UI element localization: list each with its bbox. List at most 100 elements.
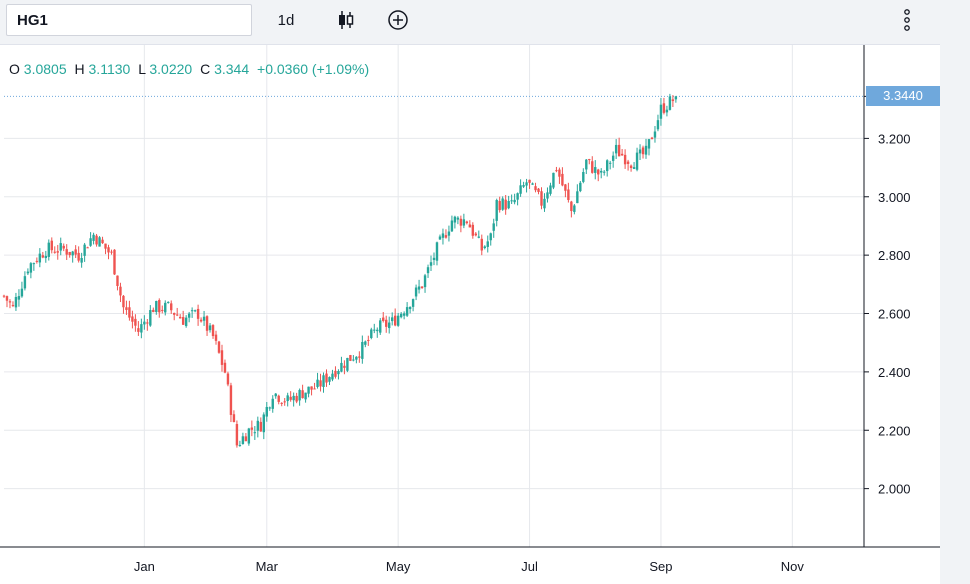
chart-type-button[interactable] (330, 4, 362, 36)
candle-body (522, 185, 525, 187)
candle-body (199, 319, 203, 322)
candle-body (614, 144, 618, 154)
candle-body (459, 218, 463, 226)
candle-body (462, 219, 466, 226)
candle-body (167, 301, 170, 303)
candle-body (405, 307, 409, 316)
toolbar: 1d (0, 0, 940, 45)
candle-body (582, 172, 585, 182)
candle-body (140, 324, 143, 333)
candle-body (301, 390, 304, 399)
candle-body (393, 315, 397, 326)
candlestick-chart[interactable]: 2.000 2.200 2.400 2.600 2.800 3.000 3.200 Jan Ma… (0, 45, 940, 584)
candle-body (665, 109, 669, 113)
add-indicator-button[interactable] (382, 4, 414, 36)
candle-body (611, 155, 615, 161)
candle-body (161, 309, 164, 311)
candle-body (450, 220, 454, 232)
candle-body (202, 316, 206, 321)
candle-body (414, 287, 418, 297)
candle-body (337, 371, 340, 375)
candle-body (26, 271, 30, 274)
more-button[interactable] (892, 4, 922, 36)
candle-body (423, 275, 427, 288)
candle-body (626, 161, 630, 164)
candle-body (429, 262, 433, 266)
candle-body (402, 313, 406, 316)
candle-body (325, 373, 328, 383)
candle-body (193, 310, 197, 312)
candle-body (597, 169, 600, 175)
candle-body (647, 139, 651, 149)
candle-body (319, 380, 322, 387)
y-tick-label: 2.200 (878, 423, 911, 438)
candle-body (286, 395, 289, 402)
candle-body (471, 224, 475, 236)
candle-body (328, 377, 331, 382)
candle-body (662, 103, 666, 113)
candle-body (486, 241, 489, 247)
candle-body (594, 167, 597, 173)
candle-body (573, 205, 576, 212)
candle-body (474, 233, 478, 236)
candle-body (379, 320, 382, 333)
legend-low-label: L (138, 61, 146, 77)
candle-body (196, 308, 200, 319)
candle-body (143, 321, 146, 325)
candle-body (110, 251, 113, 253)
candle-body (152, 309, 155, 313)
candle-body (385, 319, 388, 327)
candle-body (155, 300, 158, 312)
candle-body (334, 370, 337, 377)
candle-body (80, 257, 83, 263)
candle-body (71, 251, 74, 256)
candle-body (23, 276, 27, 289)
candle-body (265, 406, 268, 417)
candle-body (543, 198, 546, 209)
candle-body (441, 233, 445, 238)
x-tick-label: Nov (781, 559, 805, 574)
candle-body (635, 152, 639, 170)
candle-body (229, 385, 233, 415)
candle-body (184, 317, 188, 327)
candle-body (247, 428, 251, 444)
candle-body (244, 436, 248, 442)
y-tick-label: 3.000 (878, 190, 911, 205)
candle-body (2, 295, 6, 297)
candle-body (620, 153, 624, 156)
candle-body (370, 329, 373, 338)
candle-body (146, 322, 149, 324)
candle-body (113, 249, 116, 275)
candle-body (468, 224, 472, 228)
candle-body (322, 375, 325, 387)
candle-body (128, 307, 131, 318)
candle-body (238, 444, 242, 446)
candle-body (122, 295, 125, 308)
interval-button[interactable]: 1d (277, 11, 295, 29)
candle-body (340, 362, 343, 372)
candle-body (35, 260, 39, 262)
chart-area[interactable]: 2.000 2.200 2.400 2.600 2.800 3.000 3.200 Jan Ma… (0, 45, 940, 584)
candle-body (50, 240, 53, 251)
candle-body (241, 436, 245, 445)
candle-body (250, 427, 254, 430)
candle-body (638, 149, 642, 154)
legend-change-pct: (+1.09%) (311, 61, 370, 77)
candle-body (134, 318, 137, 326)
candle-body (98, 237, 101, 247)
candle-body (432, 257, 436, 261)
candle-body (292, 395, 295, 401)
symbol-input[interactable] (6, 4, 252, 36)
candle-body (411, 299, 415, 307)
candle-body (480, 238, 483, 251)
candle-body (89, 238, 92, 246)
candle-body (438, 236, 442, 240)
candle-body (453, 216, 457, 223)
candle-body (525, 182, 528, 186)
candle-body (295, 395, 298, 402)
candle-body (158, 300, 161, 313)
candle-body (367, 339, 370, 341)
plus-circle-icon (388, 10, 408, 30)
candle-body (17, 296, 21, 300)
candle-body (570, 201, 573, 212)
